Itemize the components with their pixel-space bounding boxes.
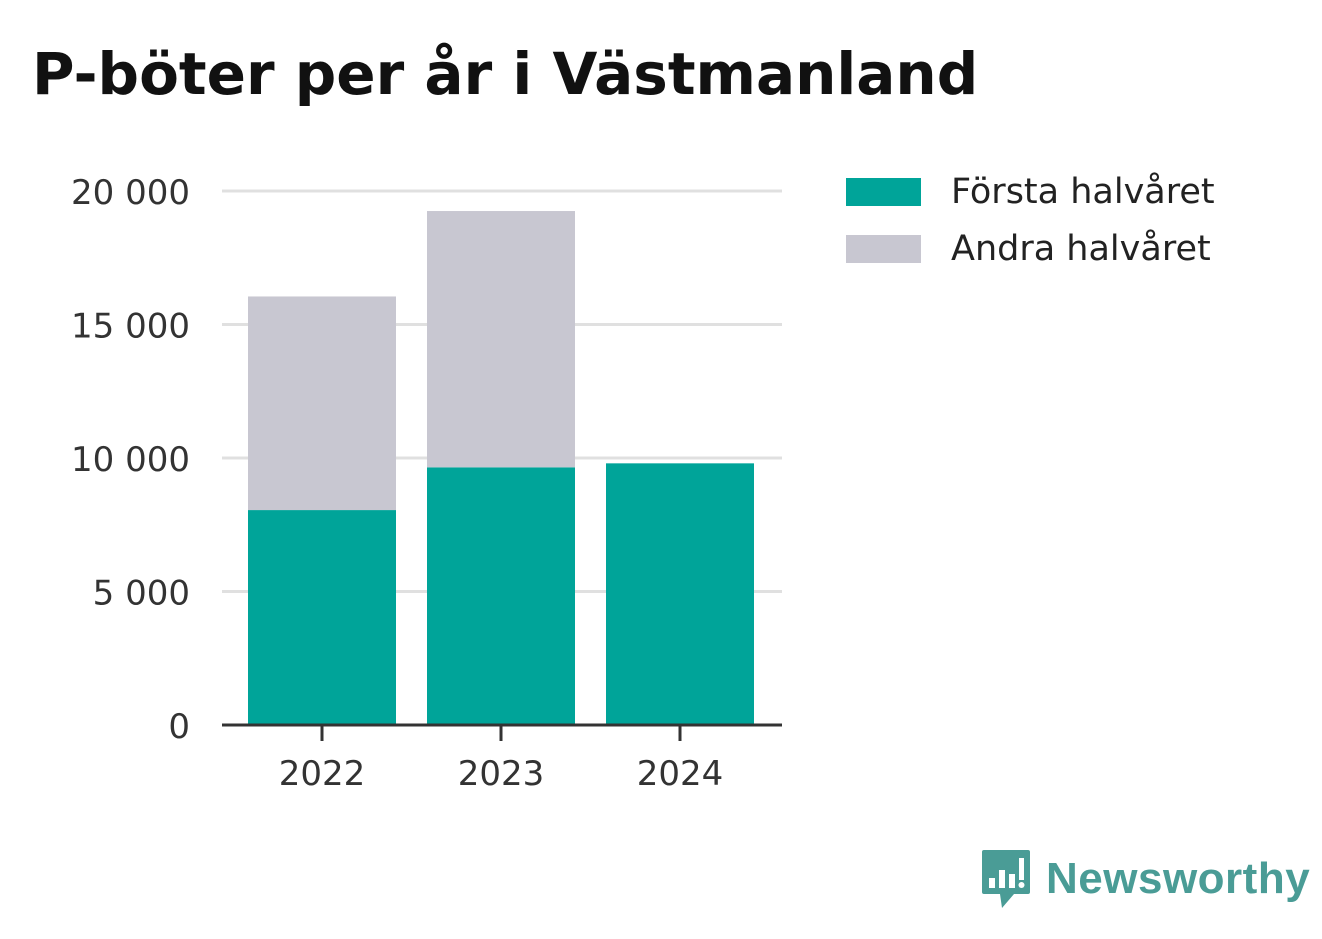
y-tick-label: 10 000 bbox=[71, 440, 190, 480]
brand-name: Newsworthy bbox=[1046, 854, 1311, 903]
bar-group bbox=[248, 211, 754, 725]
x-tick-label: 2022 bbox=[279, 754, 366, 794]
y-tick-labels: 0 5 000 10 000 15 000 20 000 bbox=[71, 173, 190, 747]
legend-item-first-half[interactable]: Första halvåret bbox=[846, 170, 1215, 214]
brand-logo[interactable]: Newsworthy bbox=[980, 848, 1310, 910]
y-tick-label: 0 bbox=[168, 707, 190, 747]
newsworthy-logo-icon bbox=[982, 850, 1030, 908]
x-axis bbox=[222, 723, 782, 741]
x-tick-labels: 2022 2023 2024 bbox=[279, 754, 724, 794]
x-tick-label: 2023 bbox=[458, 754, 545, 794]
bar-2023-series-0[interactable] bbox=[427, 467, 575, 725]
bar-2022-series-0[interactable] bbox=[248, 510, 396, 725]
bar-2024-series-0[interactable] bbox=[606, 463, 754, 725]
legend-label: Andra halvåret bbox=[951, 229, 1211, 269]
legend-item-second-half[interactable]: Andra halvåret bbox=[846, 227, 1215, 271]
chart-title: P-böter per år i Västmanland bbox=[32, 40, 979, 108]
bar-2023-series-1[interactable] bbox=[427, 211, 575, 468]
legend: Första halvåret Andra halvåret bbox=[846, 170, 1215, 284]
bar-2022-series-1[interactable] bbox=[248, 296, 396, 511]
x-tick-label: 2024 bbox=[637, 754, 724, 794]
y-tick-label: 15 000 bbox=[71, 307, 190, 347]
y-tick-label: 5 000 bbox=[93, 574, 190, 614]
legend-swatch-gray bbox=[846, 235, 921, 263]
legend-swatch-teal bbox=[846, 178, 921, 206]
bar-chart: 0 5 000 10 000 15 000 20 000 2022 2023 2024 bbox=[71, 173, 782, 794]
y-tick-label: 20 000 bbox=[71, 173, 190, 213]
legend-label: Första halvåret bbox=[951, 172, 1215, 212]
